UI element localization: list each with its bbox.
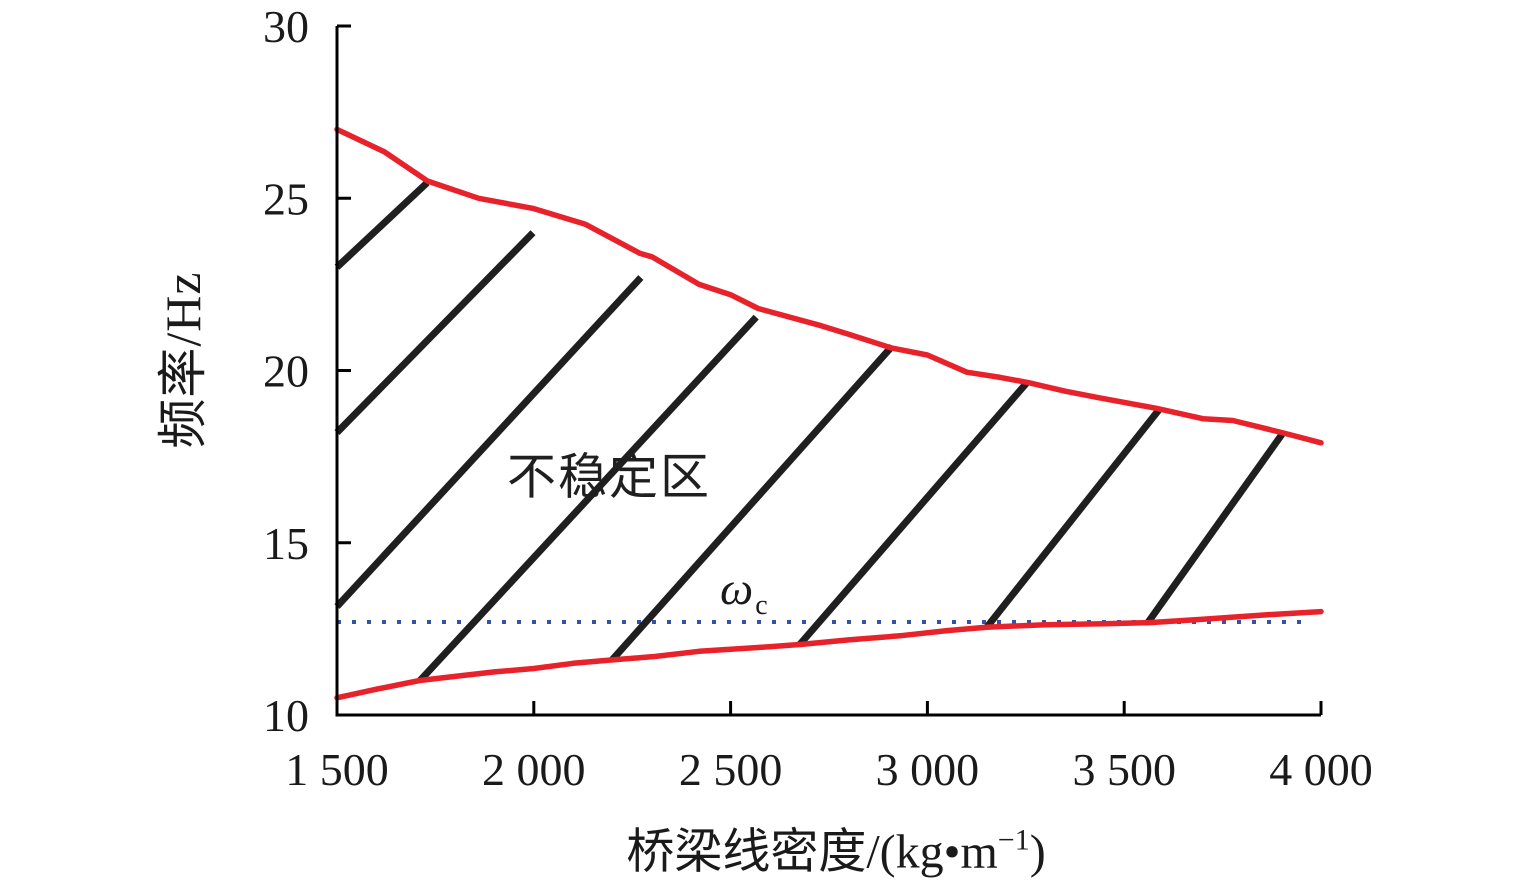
omega-c-label: ωc <box>720 566 768 620</box>
unstable-region-upper-boundary <box>334 126 1324 446</box>
unstable-region-lower-boundary <box>334 608 1324 701</box>
hatch-line <box>984 406 1163 630</box>
x-axis-title: 桥梁线密度/(kg•m−1) <box>626 823 1046 879</box>
x-axis-title-end: ) <box>1029 825 1046 879</box>
x-tick-label: 4 000 <box>1269 744 1373 795</box>
axes <box>335 26 1321 717</box>
y-axis-title: 频率/Hz <box>155 271 211 449</box>
y-tick-label: 10 <box>263 690 309 741</box>
x-tick-label: 2 500 <box>679 744 783 795</box>
omega-subscript: c <box>755 590 768 621</box>
x-axis-title-superscript: −1 <box>997 823 1030 857</box>
x-tick-label: 2 000 <box>482 744 586 795</box>
hatch-line <box>1144 432 1285 625</box>
hatch-line <box>334 275 644 609</box>
y-tick-label: 20 <box>263 346 309 397</box>
unstable-region-label: 不稳定区 <box>506 449 712 505</box>
hatch-line <box>417 314 759 683</box>
y-tick-label: 25 <box>263 173 309 224</box>
hatch-line <box>334 180 430 270</box>
hatch-line <box>609 344 895 663</box>
omega-symbol: ω <box>720 563 754 615</box>
y-tick-label: 15 <box>263 518 309 569</box>
x-tick-label: 1 500 <box>285 744 389 795</box>
hatch-line <box>334 230 536 435</box>
y-tick-label: 30 <box>263 1 309 52</box>
x-tick-label: 3 000 <box>876 744 980 795</box>
x-axis-title-main: 桥梁线密度/(kg•m <box>626 825 998 879</box>
hatch-line <box>797 380 1030 647</box>
x-tick-label: 3 500 <box>1072 744 1176 795</box>
